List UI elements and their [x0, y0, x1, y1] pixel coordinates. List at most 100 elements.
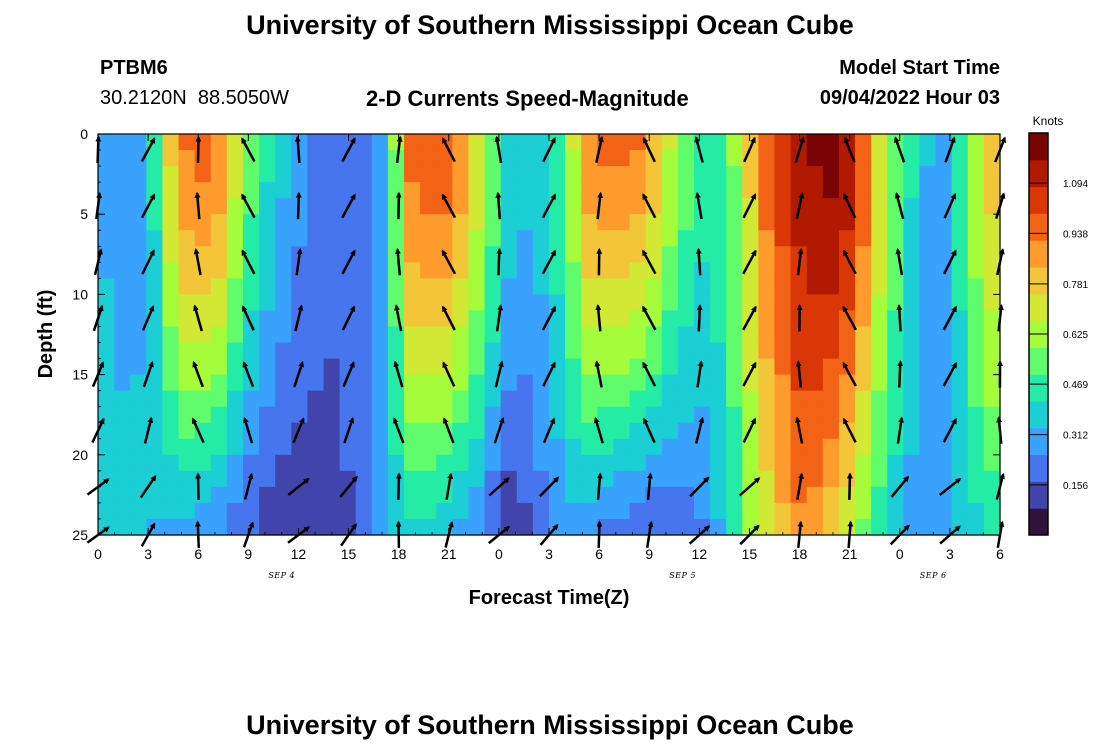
heatmap-cell	[742, 454, 759, 472]
heatmap-cell	[178, 342, 196, 360]
heatmap-cell	[436, 278, 453, 295]
heatmap-cell	[871, 262, 888, 279]
heatmap-cell	[838, 278, 856, 295]
heatmap-cell	[98, 326, 115, 344]
current-arrow	[195, 472, 202, 500]
heatmap-cell	[210, 454, 228, 472]
current-arrow	[738, 477, 761, 497]
heatmap-cell	[549, 326, 566, 344]
current-arrow	[395, 191, 402, 220]
heatmap-cell	[983, 358, 1001, 376]
heatmap-cell	[822, 422, 840, 440]
heatmap-cell	[468, 198, 486, 215]
heatmap-cell	[871, 278, 888, 295]
current-arrow	[694, 191, 703, 220]
heatmap-cell	[774, 342, 792, 360]
heatmap-cell	[645, 422, 663, 440]
heatmap-cell	[355, 518, 373, 536]
heatmap-cell	[98, 150, 115, 167]
heatmap-cell	[758, 470, 776, 488]
current-arrow	[339, 475, 358, 498]
heatmap-cell	[404, 486, 421, 504]
heatmap-cell	[146, 326, 164, 344]
current-arrow	[694, 136, 704, 163]
heatmap-cell	[774, 230, 792, 247]
heatmap-cell	[242, 230, 260, 247]
heatmap-cell	[194, 214, 212, 231]
heatmap-cell	[323, 358, 341, 376]
heatmap-cell	[291, 486, 308, 504]
heatmap-cell	[565, 310, 582, 328]
heatmap-cell	[516, 166, 534, 183]
heatmap-cell	[871, 198, 888, 215]
heatmap-cell	[822, 486, 840, 504]
heatmap-cell	[661, 166, 679, 183]
heatmap-cell	[790, 438, 808, 456]
heatmap-cell	[645, 470, 663, 488]
heatmap-cell	[790, 150, 808, 167]
heatmap-cell	[565, 198, 582, 215]
heatmap-cell	[822, 390, 840, 408]
heatmap-cell	[387, 294, 405, 312]
heatmap-cell	[226, 294, 244, 312]
heatmap-cell	[114, 390, 131, 408]
heatmap-cell	[210, 326, 228, 344]
heatmap-cell	[484, 294, 502, 312]
heatmap-cell	[162, 166, 180, 183]
heatmap-cell	[871, 374, 888, 392]
heatmap-cell	[114, 278, 131, 295]
heatmap-cell	[226, 374, 244, 392]
heatmap-cell	[935, 294, 953, 312]
heatmap-cell	[677, 294, 695, 312]
heatmap-cell	[935, 518, 953, 536]
heatmap-cell	[339, 214, 357, 231]
heatmap-cell	[581, 374, 598, 392]
heatmap-cell	[532, 374, 550, 392]
heatmap-cell	[919, 438, 937, 456]
heatmap-cell	[436, 182, 453, 199]
heatmap-cell	[597, 150, 615, 167]
heatmap-cell	[226, 406, 244, 424]
heatmap-cell	[903, 486, 921, 504]
heatmap-cell	[806, 438, 824, 456]
heatmap-cell	[291, 374, 308, 392]
heatmap-cell	[887, 230, 904, 247]
heatmap-cell	[822, 374, 840, 392]
y-tick-label: 25	[72, 527, 88, 543]
heatmap-cell	[758, 166, 776, 183]
heatmap-cell	[468, 502, 486, 520]
heatmap-cell	[790, 182, 808, 199]
heatmap-cell	[323, 326, 341, 344]
heatmap-cell	[693, 310, 711, 328]
heatmap-cell	[178, 502, 196, 520]
heatmap-cell	[983, 214, 1001, 231]
heatmap-cell	[613, 198, 631, 215]
heatmap-cell	[500, 502, 518, 520]
heatmap-cell	[774, 438, 792, 456]
heatmap-cell	[387, 230, 405, 247]
heatmap-cell	[645, 310, 663, 328]
heatmap-cell	[710, 342, 727, 360]
heatmap-cell	[500, 246, 518, 263]
heatmap-cell	[983, 374, 1001, 392]
heatmap-cell	[645, 438, 663, 456]
heatmap-cell	[967, 358, 985, 376]
y-tick-label: 0	[80, 126, 88, 142]
heatmap-cell	[226, 246, 244, 263]
heatmap-cell	[226, 486, 244, 504]
heatmap-cell	[565, 150, 582, 167]
heatmap-cell	[275, 390, 292, 408]
current-arrow	[193, 248, 202, 276]
heatmap-cell	[565, 214, 582, 231]
heatmap-cell	[307, 390, 325, 408]
heatmap-cell	[549, 166, 566, 183]
heatmap-cell	[323, 246, 341, 263]
heatmap-cell	[130, 342, 147, 360]
heatmap-cell	[404, 230, 421, 247]
heatmap-cell	[452, 406, 470, 424]
heatmap-cell	[114, 310, 131, 328]
heatmap-cell	[710, 518, 727, 536]
heatmap-cell	[178, 182, 196, 199]
heatmap-cell	[371, 406, 389, 424]
heatmap-cell	[855, 358, 872, 376]
